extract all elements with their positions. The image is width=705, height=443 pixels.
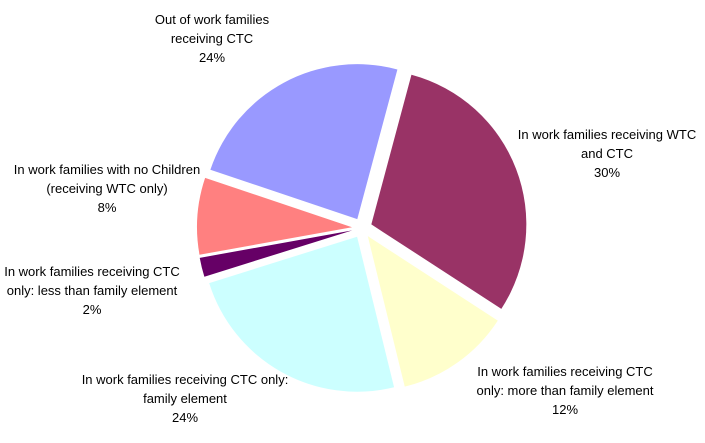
pie-slice	[197, 177, 353, 255]
pie-slice	[371, 74, 527, 309]
value-label: 30%	[593, 165, 621, 180]
value-label: 2%	[82, 302, 102, 317]
slice-label: In work families receiving CTC only: les…	[0, 262, 187, 319]
category-label: In work families receiving WTC and CTC	[517, 127, 697, 161]
value-label: 12%	[551, 402, 579, 417]
category-label: In work families with no Children (recei…	[13, 162, 201, 196]
slice-label: Out of work families receiving CTC 24%	[132, 10, 292, 67]
slice-label: In work families with no Children (recei…	[10, 160, 205, 217]
value-label: 24%	[171, 410, 199, 425]
value-label: 24%	[198, 50, 226, 65]
value-label: 8%	[97, 200, 117, 215]
pie-slice	[209, 236, 395, 392]
category-label: Out of work families receiving CTC	[154, 12, 270, 46]
pie-slice	[199, 230, 353, 277]
category-label: In work families receiving CTC only: mor…	[476, 364, 654, 398]
pie-slice	[367, 236, 498, 387]
slice-label: In work families receiving WTC and CTC 30…	[512, 125, 702, 182]
category-label: In work families receiving CTC only: les…	[4, 264, 180, 298]
slice-label: In work families receiving CTC only: mor…	[465, 362, 665, 419]
category-label: In work families receiving CTC only: fam…	[81, 372, 289, 406]
slice-label: In work families receiving CTC only: fam…	[80, 370, 290, 427]
pie-slice	[210, 64, 398, 220]
